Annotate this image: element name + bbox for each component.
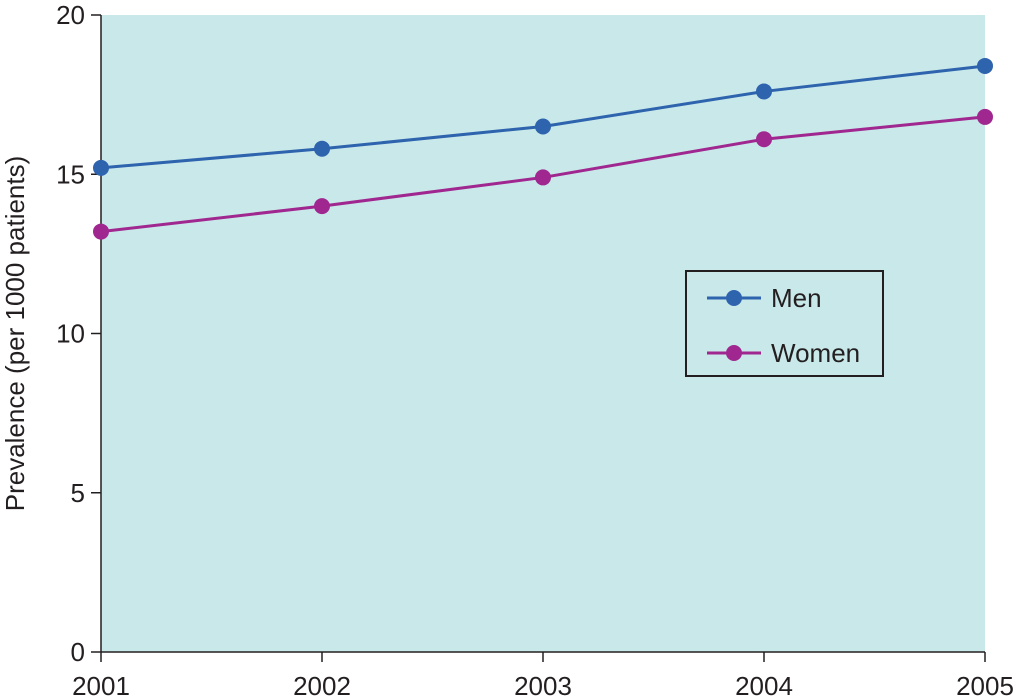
y-tick-label: 15	[56, 159, 85, 189]
y-tick-label: 20	[56, 0, 85, 30]
legend-label-women: Women	[771, 338, 860, 368]
axes: 0 5 10 15 20 2001 2002 2003 2004 2005	[56, 0, 1014, 700]
x-tick-label: 2004	[735, 671, 793, 700]
data-point-men	[314, 140, 330, 157]
y-axis-title: Prevalence (per 1000 patients)	[0, 156, 30, 512]
legend-marker-women	[726, 345, 742, 361]
plot-background	[101, 15, 985, 652]
data-point-men	[756, 83, 772, 100]
data-point-men	[93, 159, 109, 176]
data-point-women	[535, 169, 551, 186]
data-point-men	[535, 118, 551, 135]
legend-marker-men	[726, 290, 742, 306]
data-point-women	[93, 223, 109, 240]
y-tick-label: 10	[56, 319, 85, 349]
legend: Men Women	[685, 270, 884, 377]
x-tick-label: 2002	[293, 671, 351, 700]
series-layer	[93, 57, 993, 240]
y-tick-label: 0	[71, 637, 85, 667]
x-tick-label: 2005	[956, 671, 1014, 700]
data-point-women	[314, 198, 330, 215]
x-tick-label: 2001	[72, 671, 130, 700]
x-tick-label: 2003	[514, 671, 572, 700]
data-point-women	[756, 131, 772, 148]
legend-label-men: Men	[771, 283, 822, 313]
data-point-men	[977, 57, 993, 74]
legend-box	[685, 270, 884, 377]
y-tick-label: 5	[71, 478, 85, 508]
data-point-women	[977, 108, 993, 125]
